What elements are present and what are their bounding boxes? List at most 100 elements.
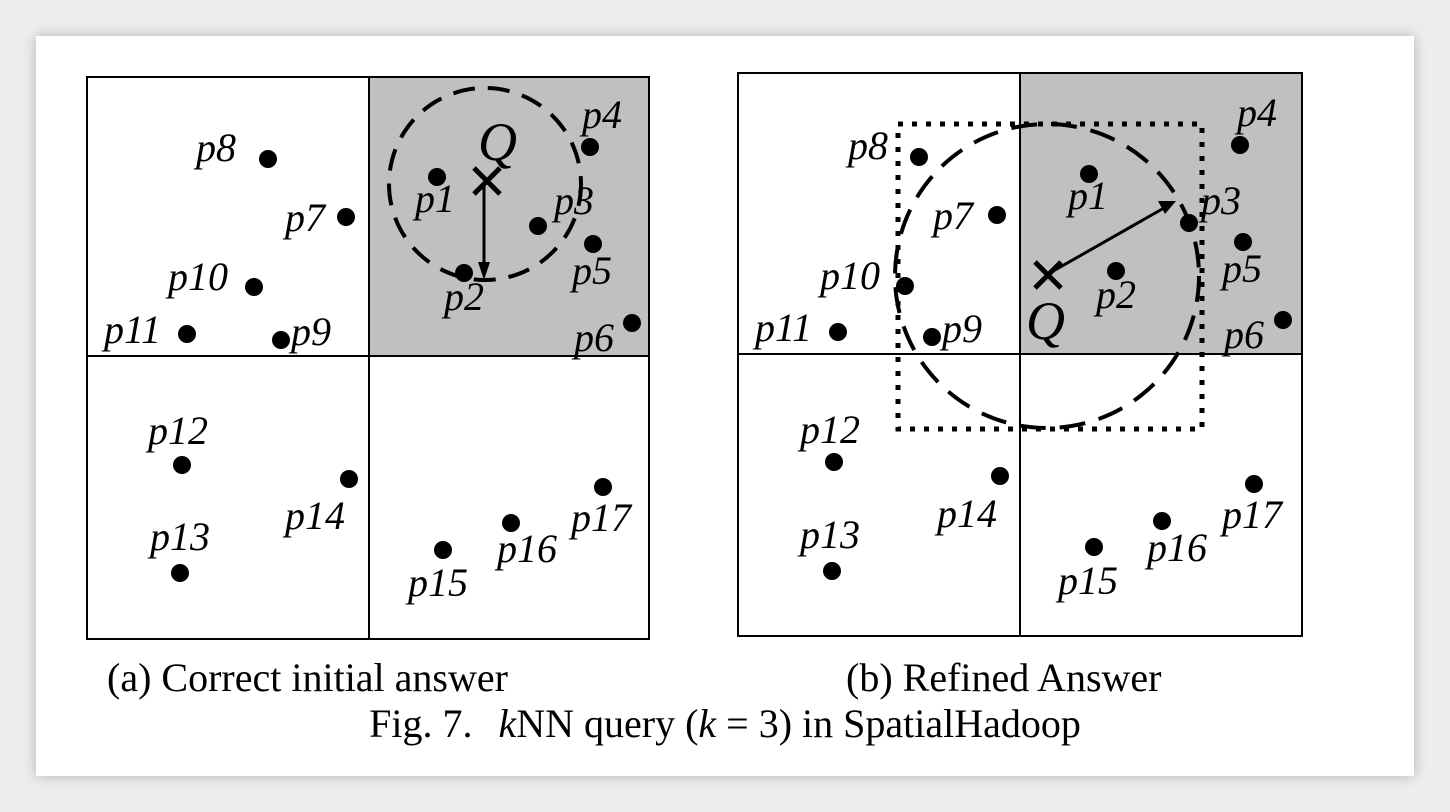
panel-a-point-p15 [434, 541, 452, 559]
panel-a-label-p16: p16 [494, 526, 557, 571]
panel-b-point-p2 [1107, 262, 1125, 280]
panel-b-point-p17 [1245, 475, 1263, 493]
panel-b-caption: (b) Refined Answer [846, 654, 1161, 701]
panel-b-point-p8 [910, 148, 928, 166]
panel-b-caption-text: Refined Answer [902, 655, 1162, 700]
panel-a-label-p11: p11 [101, 307, 161, 352]
panel-b-point-p10 [896, 277, 914, 295]
figure-k-prefix: k [498, 701, 517, 746]
panel-b-label-p6: p6 [1221, 312, 1264, 357]
panel-b-point-p7 [988, 206, 1006, 224]
figure-title-mid: NN query ( [516, 701, 699, 746]
figure-k-eq: = 3) in SpatialHadoop [716, 701, 1081, 746]
panel-b-point-p5 [1234, 233, 1252, 251]
panel-b-query-label: Q [1026, 291, 1065, 351]
panel-a-point-p9 [272, 331, 290, 349]
panel-b-query-marker [1033, 260, 1063, 290]
panel-a-label-p13: p13 [147, 514, 210, 559]
panel-b-radius-arrow [1047, 206, 1165, 276]
panel-a-label-p8: p8 [193, 125, 236, 170]
panel-a-label-p12: p12 [145, 408, 208, 453]
panel-a-label-p6: p6 [571, 315, 614, 360]
panel-b-point-p12 [825, 453, 843, 471]
panel-a-point-p1 [428, 168, 446, 186]
panel-b-label-p3: p3 [1198, 178, 1241, 223]
panel-b-label-p9: p9 [939, 306, 982, 351]
panel-a-knn-circle [387, 86, 583, 282]
panel-a-label-p2: p2 [441, 274, 484, 319]
panel-b-shaded-cell [1020, 73, 1302, 354]
figure-k-var: k [698, 701, 717, 746]
panel-b-label-p15: p15 [1055, 558, 1118, 603]
panel-a-caption-text: Correct initial answer [161, 655, 508, 700]
panel-a-point-p16 [502, 514, 520, 532]
panel-a-label-p5: p5 [569, 248, 612, 293]
figure-caption: Fig. 7. kNN query (k = 3) in SpatialHadoo… [0, 700, 1450, 747]
panel-a-label-p7: p7 [282, 195, 327, 240]
panel-a-shaded-cell [369, 77, 649, 356]
panel-a-query-marker [472, 166, 502, 196]
panel-a-point-p13 [171, 564, 189, 582]
panel-a-grid [86, 76, 650, 640]
panel-a-point-p3 [529, 217, 547, 235]
panel-b-point-p15 [1085, 538, 1103, 556]
panel-b-point-p1 [1080, 165, 1098, 183]
panel-b-point-p4 [1231, 136, 1249, 154]
panel-a-point-p8 [259, 150, 277, 168]
panel-b-label-p17: p17 [1219, 492, 1284, 537]
panel-a-arrowhead [478, 262, 490, 280]
figure-number: Fig. 7. [369, 701, 473, 746]
panel-b-label-p13: p13 [797, 512, 860, 557]
panel-b-label-p10: p10 [817, 253, 880, 298]
panel-b-arrowhead [1158, 201, 1176, 214]
panel-a-point-p6 [623, 314, 641, 332]
panel-b-label-p11: p11 [752, 305, 812, 350]
panel-b-label-p2: p2 [1093, 272, 1136, 317]
panel-a-point-p10 [245, 278, 263, 296]
panel-b-search-rectangle [895, 121, 1205, 432]
panel-a-label-p9: p9 [288, 309, 331, 354]
panel-b-label-p1: p1 [1065, 173, 1108, 218]
panel-b-point-p13 [823, 562, 841, 580]
panel-b-label-p12: p12 [797, 407, 860, 452]
panel-a-point-p4 [581, 138, 599, 156]
panel-a-caption-prefix: (a) [107, 655, 152, 700]
panel-b-grid [737, 72, 1303, 637]
panel-b-point-p16 [1153, 512, 1171, 530]
panel-a-label-p17: p17 [568, 495, 633, 540]
panel-b-point-p6 [1274, 311, 1292, 329]
panel-b-knn-circle [893, 122, 1201, 430]
panel-b-label-p4: p4 [1234, 90, 1277, 135]
panel-a-label-p15: p15 [405, 560, 468, 605]
panel-b-label-p8: p8 [845, 123, 888, 168]
panel-a-point-p17 [594, 478, 612, 496]
panel-a-points [171, 138, 641, 582]
panel-b-label-p7: p7 [930, 193, 975, 238]
panel-a-label-p14: p14 [282, 493, 345, 538]
panel-b-caption-prefix: (b) [846, 655, 893, 700]
panel-a-label-p10: p10 [165, 254, 228, 299]
panel-a-label-p3: p3 [551, 178, 594, 223]
panel-b-label-p16: p16 [1144, 525, 1207, 570]
panel-a-point-p2 [455, 264, 473, 282]
panel-b-label-p5: p5 [1219, 246, 1262, 291]
panel-a-label-p1: p1 [412, 176, 455, 221]
panel-b-point-p9 [923, 328, 941, 346]
panel-b-point-p14 [991, 467, 1009, 485]
panel-b-points [823, 136, 1292, 580]
panel-a-label-p4: p4 [579, 92, 622, 137]
panel-a-point-p11 [178, 325, 196, 343]
panel-b-point-p3 [1180, 214, 1198, 232]
panel-a-caption: (a) Correct initial answer [107, 654, 508, 701]
panel-a-point-p12 [173, 456, 191, 474]
panel-a-point-p14 [340, 470, 358, 488]
panel-a-point-p7 [337, 208, 355, 226]
panel-a-query-label: Q [478, 112, 517, 172]
panel-b-point-p11 [829, 323, 847, 341]
panel-b-label-p14: p14 [934, 491, 997, 536]
panel-a-point-p5 [584, 235, 602, 253]
